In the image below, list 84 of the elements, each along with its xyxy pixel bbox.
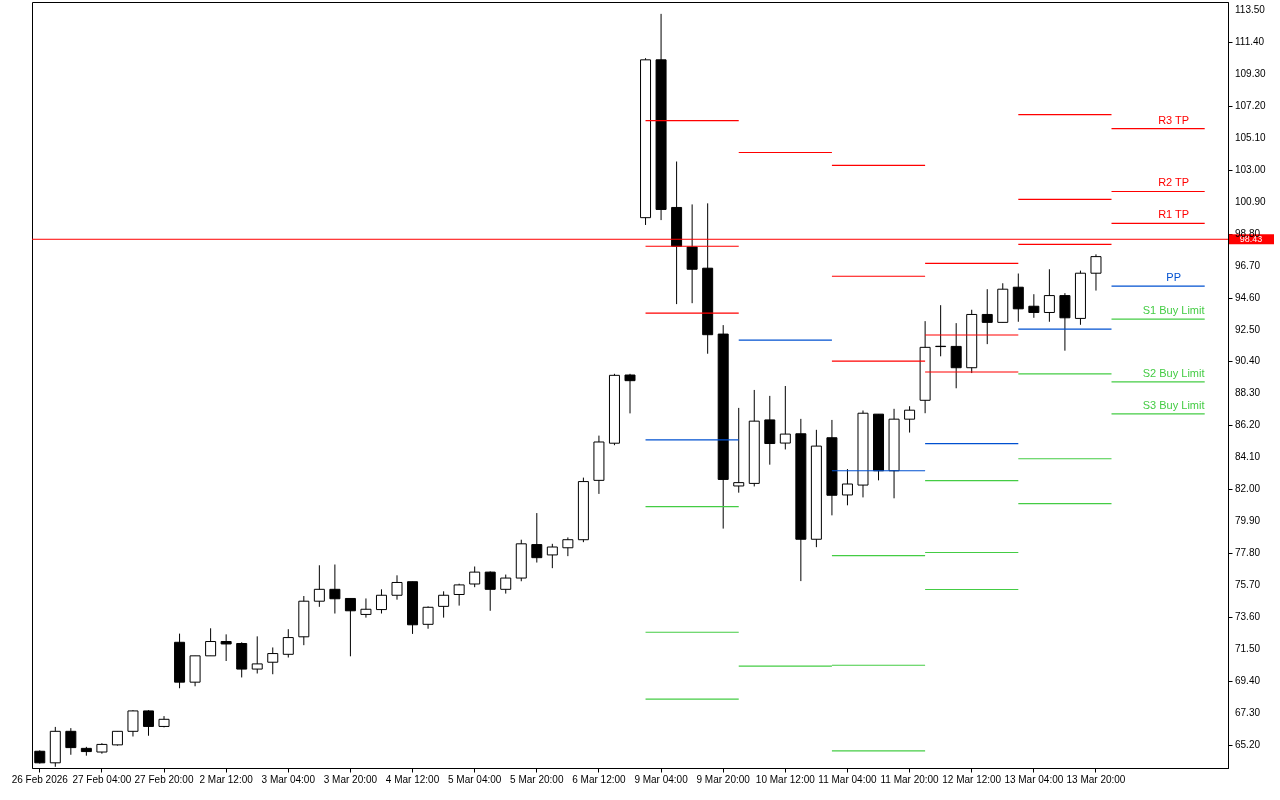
x-tick-label: 13 Mar 04:00 (1004, 773, 1064, 785)
series-label: S1 Buy Limit (1142, 304, 1205, 317)
candlestick (764, 395, 776, 466)
candlestick (686, 203, 698, 304)
x-tick-label: 9 Mar 20:00 (696, 773, 751, 785)
candlestick (438, 590, 450, 619)
y-tick-label: 103.00 (1235, 163, 1267, 175)
candlestick (484, 570, 496, 612)
candlestick (469, 565, 481, 588)
candlestick (329, 564, 341, 615)
x-tick-label: 9 Mar 04:00 (634, 773, 689, 785)
candlestick (500, 574, 512, 595)
y-tick-label: 69.40 (1235, 675, 1261, 687)
x-tick-label: 11 Mar 04:00 (818, 773, 877, 785)
x-tick-label: 27 Feb 04:00 (72, 773, 132, 785)
y-tick-label: 96.70 (1235, 259, 1261, 271)
candlestick (142, 709, 154, 737)
x-tick-label: 10 Mar 12:00 (755, 773, 816, 785)
series-label: R1 TP (1158, 208, 1190, 221)
candlestick (779, 385, 791, 450)
x-tick-label: 11 Mar 20:00 (880, 773, 940, 785)
candlestick (360, 597, 372, 619)
y-tick-label: 100.90 (1235, 195, 1267, 207)
y-tick-label: 107.20 (1235, 99, 1267, 111)
candlestick (562, 536, 574, 557)
candlestick (531, 512, 543, 564)
series-label: R2 TP (1158, 176, 1190, 189)
candlestick (422, 605, 434, 630)
candlestick (267, 646, 279, 675)
x-tick-label: 3 Mar 04:00 (261, 773, 316, 785)
candlestick (127, 709, 139, 737)
y-tick-label: 75.70 (1235, 579, 1261, 591)
candlestick (950, 322, 962, 389)
y-tick-label: 92.50 (1235, 323, 1261, 335)
candlestick (220, 633, 232, 662)
y-tick-label: 67.30 (1235, 707, 1261, 719)
y-tick-label: 71.50 (1235, 643, 1261, 655)
candlestick (375, 588, 387, 615)
candlestick (205, 627, 217, 657)
candlestick (282, 628, 294, 659)
candlestick (1028, 293, 1040, 319)
series-label: R3 TP (1158, 113, 1190, 126)
x-tick-label: 13 Mar 20:00 (1066, 773, 1126, 785)
series-label: S3 Buy Limit (1142, 398, 1205, 411)
candlestick (981, 288, 993, 345)
x-tick-label: 2 Mar 12:00 (199, 773, 254, 785)
x-tick-label: 4 Mar 12:00 (385, 773, 440, 785)
candlestick (841, 468, 853, 506)
y-tick-label: 84.10 (1235, 451, 1261, 463)
y-tick-label: 86.20 (1235, 419, 1261, 431)
x-tick-label: 3 Mar 20:00 (323, 773, 378, 785)
x-tick-label: 27 Feb 20:00 (134, 773, 194, 785)
y-tick-label: 94.60 (1235, 291, 1261, 303)
series-label: PP (1166, 271, 1181, 284)
y-tick-label: 113.50 (1235, 3, 1266, 15)
candlestick (1043, 268, 1055, 323)
candlestick (733, 407, 745, 494)
y-tick-label: 105.10 (1235, 131, 1267, 143)
candlestick (1059, 292, 1071, 352)
candlestick (344, 597, 356, 657)
y-tick-label: 77.80 (1235, 547, 1261, 559)
x-tick-label: 12 Mar 12:00 (942, 773, 1002, 785)
series-label: S2 Buy Limit (1142, 366, 1205, 379)
candlestick (1012, 273, 1024, 323)
x-tick-label: 6 Mar 12:00 (572, 773, 627, 785)
y-tick-label: 65.20 (1235, 739, 1261, 751)
y-tick-label: 82.00 (1235, 483, 1261, 495)
candlestick (1090, 253, 1102, 292)
candlestick (65, 727, 77, 756)
y-tick-label: 88.30 (1235, 387, 1261, 399)
x-tick-label: 26 Feb 2026 (11, 773, 69, 785)
y-tick-label: 79.90 (1235, 515, 1261, 527)
x-tick-label: 5 Mar 04:00 (447, 773, 502, 785)
candlestick (391, 574, 403, 601)
candlestick (546, 543, 558, 569)
y-tick-label: 90.40 (1235, 355, 1261, 367)
y-tick-label: 109.30 (1235, 67, 1267, 79)
y-tick-label: 111.40 (1235, 35, 1265, 47)
candlestick (251, 635, 263, 674)
candlestick (904, 405, 916, 434)
candlestick (624, 373, 636, 414)
x-tick-label: 5 Mar 20:00 (510, 773, 564, 785)
y-tick-label: 73.60 (1235, 611, 1261, 623)
candlestick (313, 564, 325, 608)
